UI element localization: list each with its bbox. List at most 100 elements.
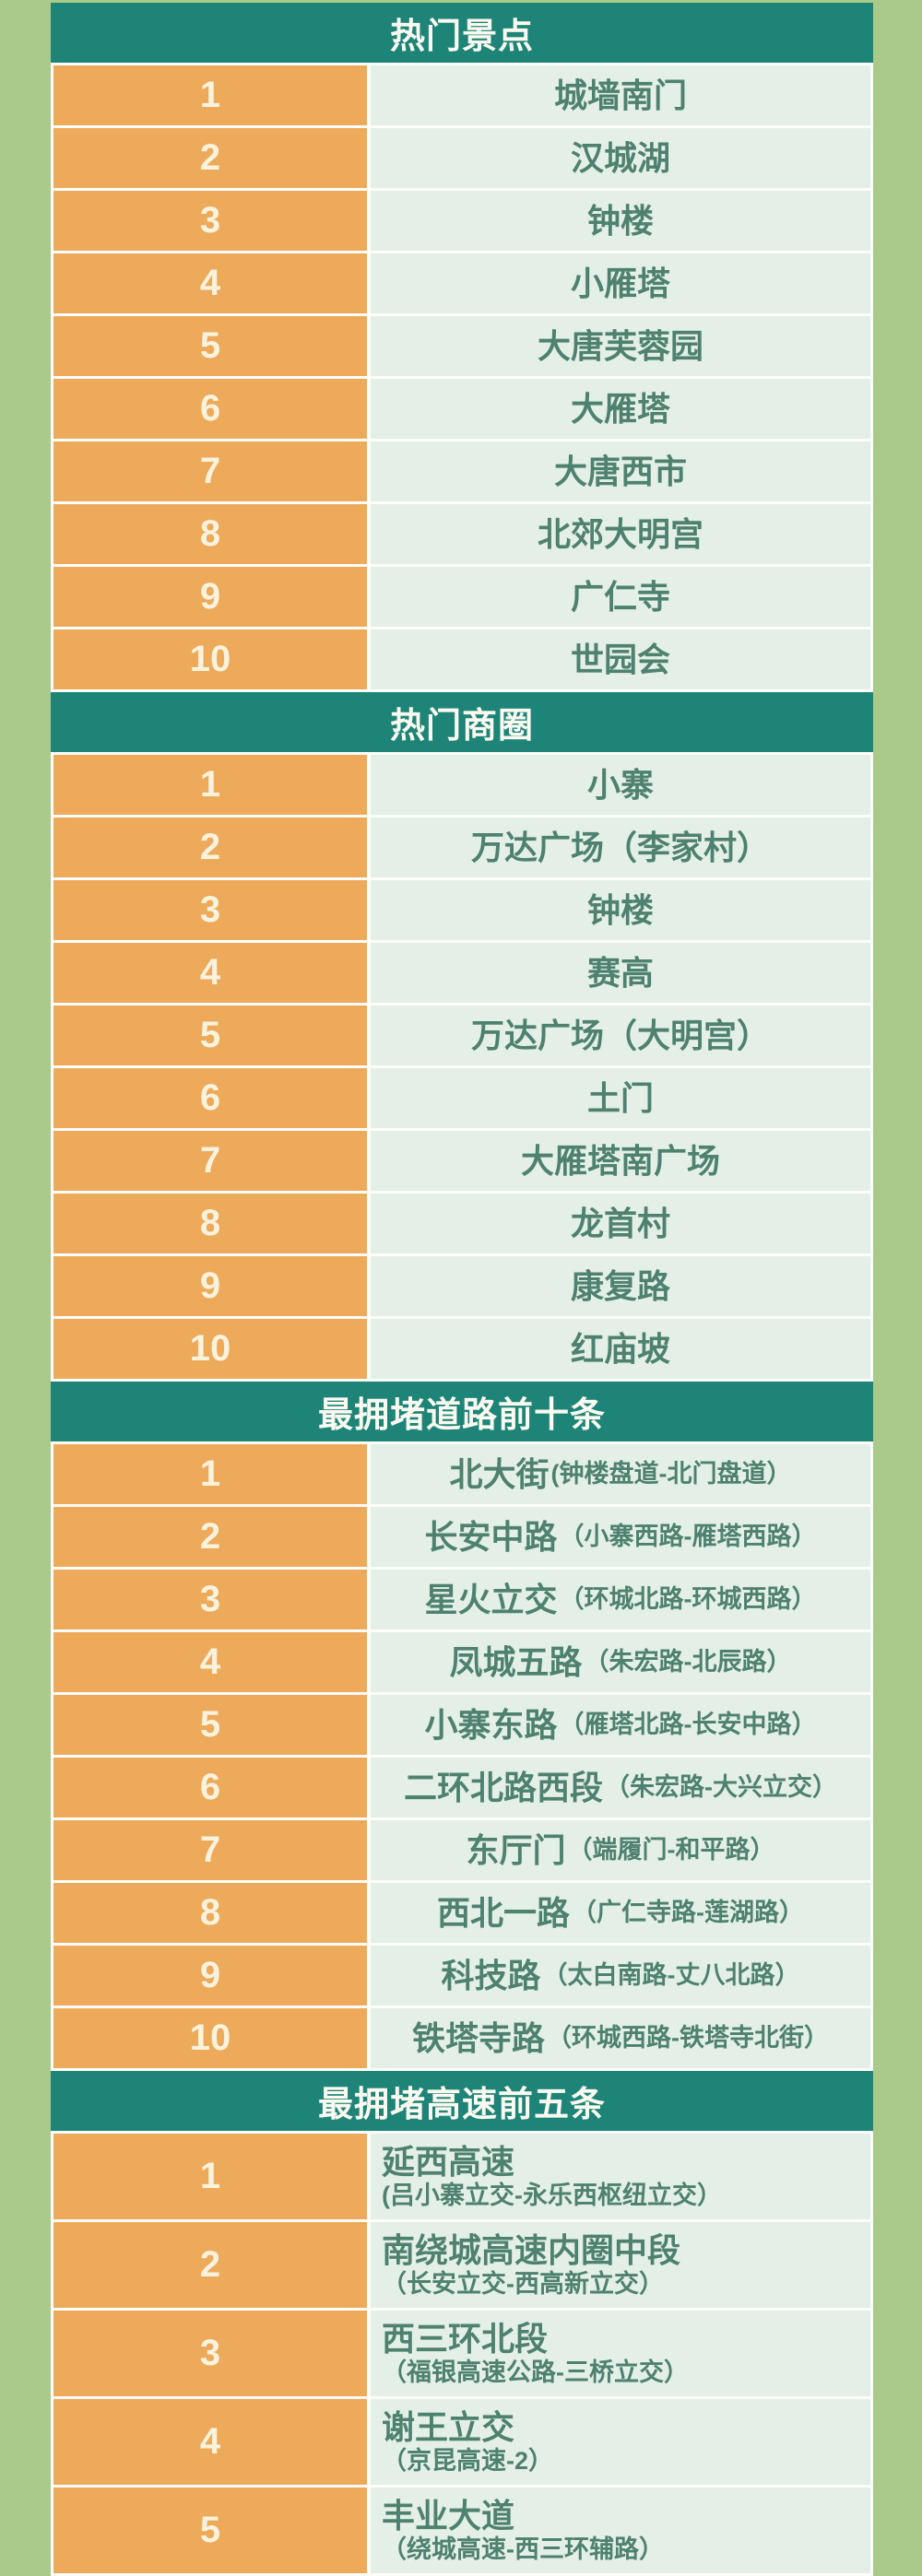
item-name: 汉城湖 xyxy=(570,138,670,177)
rank-cell: 10 xyxy=(53,2008,367,2068)
rank-cell: 1 xyxy=(53,1444,367,1504)
item-name: 北大街 xyxy=(449,1454,550,1493)
item-name: 钟楼 xyxy=(586,890,654,929)
item-detail: （雁塔北路-长安中路） xyxy=(559,1711,817,1739)
item-name: 大唐西市 xyxy=(553,452,687,490)
rank-number: 7 xyxy=(199,451,221,491)
rank-number: 9 xyxy=(199,1265,221,1306)
item-detail: (钟楼盘道-北门盘道） xyxy=(550,1460,792,1488)
item-detail: （太白南路-丈八北路） xyxy=(542,1961,800,1990)
name-cell: 小寨 xyxy=(371,755,870,815)
section-header: 最拥堵道路前十条 xyxy=(51,1382,873,1441)
item-name: 星火立交 xyxy=(424,1580,558,1618)
item-detail: （小寨西路-雁塔西路） xyxy=(559,1523,817,1551)
name-cell: 广仁寺 xyxy=(371,567,870,627)
name-cell: 赛高 xyxy=(371,943,870,1003)
table-row: 2 长安中路 （小寨西路-雁塔西路） xyxy=(53,1507,870,1567)
rank-cell: 4 xyxy=(53,943,367,1003)
table-row: 9 康复路 xyxy=(53,1256,870,1316)
item-name: 凤城五路 xyxy=(449,1642,583,1681)
name-cell: 城墙南门 xyxy=(371,65,870,125)
rank-cell: 3 xyxy=(53,191,367,251)
rank-number: 2 xyxy=(199,827,221,867)
section-hot-scenic-spots: 热门景点 1 城墙南门 2 汉城湖 3 钟楼 4 xyxy=(51,3,873,692)
name-cell: 龙首村 xyxy=(371,1194,870,1253)
name-cell: 谢王立交 （京昆高速-2） xyxy=(371,2399,870,2485)
rank-number: 3 xyxy=(199,2333,221,2373)
rank-number: 10 xyxy=(189,1328,231,1369)
rank-number: 8 xyxy=(199,1892,221,1933)
item-name: 大雁塔 xyxy=(570,389,670,428)
item-detail: （广仁寺路-莲湖路） xyxy=(572,1899,804,1927)
table-row: 3 钟楼 xyxy=(53,191,870,251)
table-row: 3 钟楼 xyxy=(53,880,870,940)
name-cell: 万达广场（大明宫） xyxy=(371,1006,870,1065)
rank-cell: 6 xyxy=(53,1758,367,1817)
section-title: 最拥堵道路前十条 xyxy=(317,1396,606,1435)
table-row: 1 延西高速 (吕小寨立交-永乐西枢纽立交） xyxy=(53,2134,870,2219)
rank-number: 7 xyxy=(199,1829,221,1870)
item-detail: （朱宏路-大兴立交） xyxy=(605,1773,837,1802)
rank-number: 9 xyxy=(199,1955,221,1995)
section-header: 最拥堵高速前五条 xyxy=(51,2071,873,2131)
rank-cell: 5 xyxy=(53,1695,367,1755)
rank-cell: 6 xyxy=(53,1068,367,1128)
section-rows: 1 北大街 (钟楼盘道-北门盘道） 2 长安中路 （小寨西路-雁塔西路） 3 星… xyxy=(51,1441,873,2071)
rank-cell: 7 xyxy=(53,1820,367,1880)
table-row: 6 大雁塔 xyxy=(53,379,870,439)
rank-cell: 5 xyxy=(53,2488,367,2573)
rank-number: 4 xyxy=(199,2421,221,2462)
rank-cell: 3 xyxy=(53,2311,367,2396)
rank-cell: 8 xyxy=(53,1883,367,1943)
rank-number: 3 xyxy=(199,889,221,930)
rank-number: 1 xyxy=(199,764,221,805)
rank-number: 9 xyxy=(199,576,221,617)
name-cell: 汉城湖 xyxy=(371,128,870,188)
table-row: 5 小寨东路 （雁塔北路-长安中路） xyxy=(53,1695,870,1755)
rank-cell: 2 xyxy=(53,1507,367,1567)
item-name: 铁塔寺路 xyxy=(411,2018,545,2057)
item-name: 世园会 xyxy=(570,640,670,678)
rank-number: 4 xyxy=(199,263,221,303)
table-row: 2 汉城湖 xyxy=(53,128,870,188)
name-cell: 万达广场（李家村） xyxy=(371,817,870,877)
item-name: 北郊大明宫 xyxy=(537,514,703,553)
item-detail: （福银高速公路-三桥立交） xyxy=(382,2358,689,2386)
section-rows: 1 城墙南门 2 汉城湖 3 钟楼 4 小雁塔 xyxy=(51,63,873,692)
ranking-tables: 热门景点 1 城墙南门 2 汉城湖 3 钟楼 4 xyxy=(51,3,873,2576)
item-name: 谢王立交 xyxy=(382,2407,515,2446)
name-cell: 世园会 xyxy=(371,629,870,689)
item-name: 西三环北段 xyxy=(382,2319,549,2358)
section-title: 热门商圈 xyxy=(389,707,534,746)
item-detail: （朱宏路-北辰路） xyxy=(584,1648,792,1676)
item-name: 西北一路 xyxy=(436,1893,570,1932)
table-row: 1 小寨 xyxy=(53,755,870,815)
rank-number: 1 xyxy=(199,2156,221,2196)
item-name: 大雁塔南广场 xyxy=(520,1141,720,1180)
rank-cell: 6 xyxy=(53,379,367,439)
rank-number: 10 xyxy=(189,639,231,679)
rank-cell: 9 xyxy=(53,1256,367,1316)
item-name: 小雁塔 xyxy=(570,264,670,302)
table-row: 9 科技路 （太白南路-丈八北路） xyxy=(53,1946,870,2006)
item-name: 城墙南门 xyxy=(553,76,687,114)
name-cell: 康复路 xyxy=(371,1256,870,1316)
name-cell: 凤城五路 （朱宏路-北辰路） xyxy=(371,1632,870,1692)
item-detail: （绕城高速-西三环辅路） xyxy=(382,2535,664,2563)
section-rows: 1 延西高速 (吕小寨立交-永乐西枢纽立交） 2 南绕城高速内圈中段 （长安立交… xyxy=(51,2131,873,2576)
rank-number: 6 xyxy=(199,1077,221,1118)
rank-cell: 1 xyxy=(53,755,367,815)
rank-cell: 1 xyxy=(53,65,367,125)
rank-number: 5 xyxy=(199,2510,221,2550)
rank-cell: 5 xyxy=(53,1006,367,1065)
rank-number: 3 xyxy=(199,200,221,241)
item-name: 科技路 xyxy=(441,1956,541,1994)
rank-number: 2 xyxy=(199,2244,221,2285)
name-cell: 东厅门 （端履门-和平路） xyxy=(371,1820,870,1880)
name-cell: 小寨东路 （雁塔北路-长安中路） xyxy=(371,1695,870,1755)
rank-number: 5 xyxy=(199,1704,221,1745)
rank-cell: 3 xyxy=(53,880,367,940)
name-cell: 大雁塔 xyxy=(371,379,870,439)
rank-cell: 7 xyxy=(53,441,367,501)
item-name: 土门 xyxy=(586,1078,654,1117)
